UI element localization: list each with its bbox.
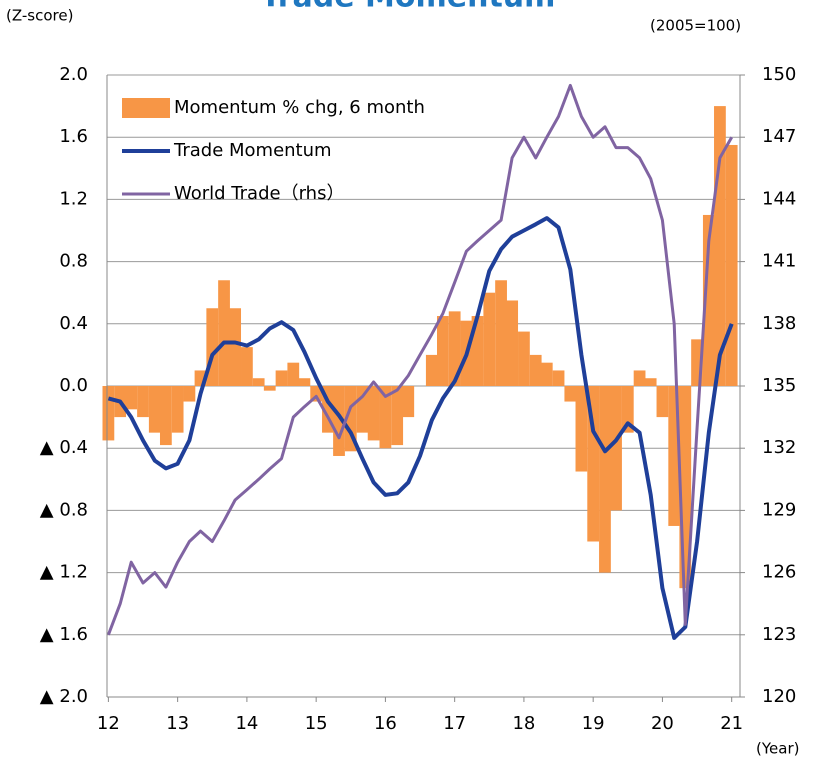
bar [263, 386, 276, 391]
x-tick-label: 12 [97, 713, 120, 734]
bar [529, 354, 542, 386]
bar [379, 386, 392, 449]
bar [702, 214, 715, 386]
bar [725, 144, 738, 386]
bar [564, 386, 577, 402]
bar [183, 386, 196, 402]
bar [668, 386, 681, 526]
bar [125, 386, 138, 410]
legend-swatch [122, 98, 170, 118]
bar [691, 339, 703, 386]
bar [587, 386, 600, 542]
y2-tick-label: 138 [762, 313, 796, 334]
x-tick-label: 20 [651, 713, 674, 734]
legend-label: World Trade（rhs） [174, 183, 344, 204]
y2-tick-label: 144 [762, 188, 796, 209]
x-tick-label: 15 [305, 713, 328, 734]
labels: 2.0 1.6 1.2 0.8 0.4 0.0 ▲ 0.4 ▲ 0.8 ▲ 1.2 ▲ 1.6 ▲ … [40, 64, 797, 734]
y2-tick-label: 129 [762, 499, 796, 520]
bar [448, 311, 461, 386]
x-tick-label: 14 [235, 713, 258, 734]
y-tick-label: 1.6 [59, 126, 88, 147]
bar [552, 370, 565, 386]
bar [356, 386, 369, 433]
y-tick-label: 1.2 [59, 188, 88, 209]
bar [599, 386, 611, 573]
bar [344, 386, 357, 452]
bar [148, 386, 161, 433]
y2-tick-label: 135 [762, 375, 796, 396]
y-axis-label: (Z-score) [6, 7, 73, 25]
x-tick-label: 18 [512, 713, 535, 734]
bar [679, 386, 692, 589]
bar [437, 316, 449, 386]
bar [714, 106, 726, 386]
x-tick-label: 21 [720, 713, 743, 734]
bar [229, 308, 242, 386]
y-tick-label: ▲ 0.8 [40, 499, 88, 520]
y2-tick-label: 132 [762, 437, 796, 458]
bar [218, 280, 230, 386]
y-tick-label: ▲ 1.6 [40, 624, 88, 645]
legend-label: Trade Momentum [173, 140, 332, 161]
y-tick-label: 0.0 [59, 375, 88, 396]
bar [633, 370, 646, 386]
bar [137, 386, 149, 418]
bar [287, 362, 300, 386]
y2-tick-label: 150 [762, 64, 796, 85]
bar [102, 386, 115, 441]
x-tick-label: 17 [443, 713, 466, 734]
bar [298, 378, 311, 386]
bar [425, 354, 438, 386]
lines [106, 83, 734, 640]
bar [252, 378, 265, 386]
y2-tick-label: 120 [762, 686, 796, 707]
bar [391, 386, 404, 446]
y2-tick-label: 147 [762, 126, 796, 147]
line [107, 216, 734, 640]
y-tick-label: 0.8 [59, 251, 88, 272]
y-tick-label: 0.4 [59, 313, 88, 334]
bar [322, 386, 334, 433]
y-tick-label: 2.0 [59, 64, 88, 85]
y2-tick-label: 126 [762, 562, 796, 583]
bar [518, 331, 530, 386]
bar [310, 386, 323, 402]
bar [610, 386, 622, 511]
bar [483, 292, 496, 386]
y-tick-label: ▲ 1.2 [40, 562, 88, 583]
chart-title: Trade Momentum [261, 0, 556, 15]
bar [159, 386, 172, 446]
bar [656, 386, 669, 418]
y-tick-label: ▲ 0.4 [40, 437, 88, 458]
y2-tick-label: 141 [762, 251, 796, 272]
bar [275, 370, 288, 386]
bar [621, 386, 634, 433]
line-rhs [106, 83, 734, 636]
bar [495, 280, 507, 386]
y2-tick-label: 123 [762, 624, 796, 645]
x-axis-label: (Year) [756, 740, 799, 758]
x-tick-label: 19 [582, 713, 605, 734]
bar [471, 316, 484, 386]
bar [333, 386, 345, 456]
bar [644, 378, 657, 386]
bar [171, 386, 184, 433]
y-tick-label: ▲ 2.0 [40, 686, 88, 707]
x-tick-label: 13 [166, 713, 189, 734]
y2-axis-label: (2005=100) [650, 17, 741, 35]
x-tick-label: 16 [374, 713, 397, 734]
bar [206, 308, 219, 386]
bars [102, 106, 738, 589]
bar [402, 386, 415, 418]
legend: Momentum % chg, 6 month Trade Momentum Wor… [122, 97, 425, 204]
legend-label: Momentum % chg, 6 month [174, 97, 425, 118]
bar [540, 362, 553, 386]
bar [506, 300, 519, 386]
bar [241, 347, 253, 386]
bar [575, 386, 588, 472]
bar [367, 386, 380, 441]
bar [194, 370, 207, 386]
